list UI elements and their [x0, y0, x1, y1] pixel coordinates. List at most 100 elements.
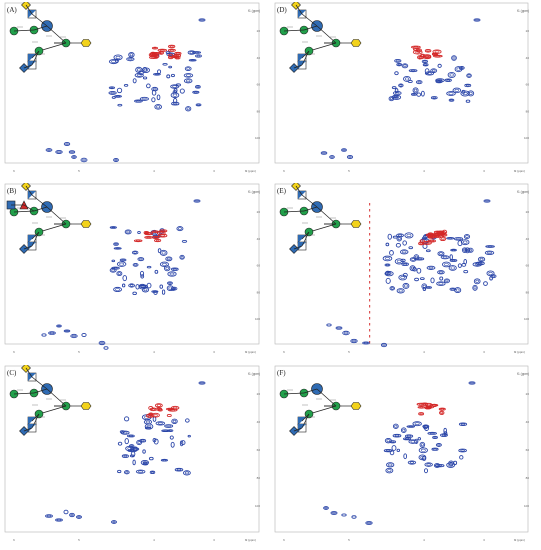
- positive-cross-peak: [448, 98, 455, 102]
- panel-label-e: (E): [277, 187, 286, 195]
- positive-cross-peak: [384, 437, 392, 444]
- positive-cross-peak: [173, 97, 178, 104]
- positive-cross-peak: [402, 240, 407, 246]
- anomeric-cross-peak: [56, 324, 62, 328]
- y-tick-label: 20: [526, 210, 530, 214]
- x-tick-label: 6: [13, 538, 15, 542]
- y-tick-label: 80: [257, 109, 261, 113]
- positive-cross-peak: [138, 70, 144, 76]
- f2-axis-label: f2 (ppm): [514, 538, 525, 542]
- positive-cross-peak: [121, 283, 126, 288]
- positive-cross-peak: [170, 73, 175, 78]
- x-tick-label: 5: [348, 538, 350, 542]
- anomeric-cross-peak: [45, 514, 53, 518]
- artifact-stripe-dash: [369, 209, 371, 212]
- positive-cross-peak: [458, 422, 468, 426]
- positive-cross-peak: [382, 255, 393, 262]
- positive-cross-peak: [447, 71, 456, 78]
- positive-cross-peak: [136, 439, 143, 446]
- positive-cross-peak: [410, 92, 417, 96]
- positive-cross-peak: [185, 418, 190, 423]
- artifact-stripe-dash: [369, 263, 371, 266]
- positive-cross-peak: [108, 59, 119, 65]
- positive-cross-peak: [464, 247, 471, 254]
- positive-cross-peak: [414, 257, 425, 261]
- glycan-structure: [9, 365, 92, 436]
- positive-cross-peak: [401, 262, 409, 266]
- anomeric-cross-peak: [350, 338, 358, 344]
- artifact-stripe-dash: [369, 287, 371, 290]
- positive-cross-peak: [146, 265, 152, 269]
- plot-frame: [274, 183, 529, 345]
- positive-cross-peak: [179, 254, 185, 260]
- positive-cross-peak: [166, 74, 171, 79]
- y-tick-label: 40: [526, 420, 530, 424]
- negative-cross-peak: [418, 412, 425, 416]
- anomeric-cross-peak: [346, 155, 354, 159]
- negative-cross-peak: [424, 406, 432, 410]
- positive-cross-peak: [443, 431, 448, 436]
- positive-cross-peak: [424, 68, 430, 75]
- positive-cross-peak: [392, 423, 399, 429]
- positive-cross-peak: [184, 66, 192, 72]
- positive-cross-peak: [195, 103, 202, 107]
- glycan-structure: [6, 183, 92, 254]
- positive-cross-peak: [391, 86, 397, 90]
- x-tick-label: 6: [283, 538, 285, 542]
- positive-cross-peak: [459, 455, 464, 460]
- anomeric-cross-peak: [113, 157, 119, 163]
- positive-cross-peak: [123, 83, 129, 87]
- y-tick-label: 40: [257, 56, 261, 60]
- positive-cross-peak: [432, 435, 438, 440]
- positive-cross-peak: [463, 269, 469, 274]
- positive-cross-peak: [183, 73, 194, 78]
- positive-cross-peak: [453, 237, 464, 241]
- positive-cross-peak: [416, 92, 422, 97]
- positive-cross-peak: [419, 277, 425, 281]
- positive-cross-peak: [389, 440, 397, 444]
- x-tick-label: 6: [283, 350, 285, 354]
- positive-cross-peak: [113, 54, 123, 61]
- x-tick-label: 3: [213, 169, 215, 173]
- x-tick-label: 4: [153, 538, 155, 542]
- positive-cross-peak: [484, 250, 495, 256]
- positive-cross-peak: [121, 454, 129, 458]
- positive-cross-peak: [446, 462, 456, 468]
- negative-cross-peak: [148, 405, 154, 410]
- f2-axis-label: f2 (ppm): [514, 350, 525, 354]
- negative-cross-peak: [432, 54, 443, 58]
- positive-cross-peak: [116, 87, 123, 94]
- glycan-structure: [9, 2, 92, 73]
- positive-cross-peak: [130, 451, 136, 457]
- positive-cross-peak: [154, 104, 162, 110]
- positive-cross-peak: [198, 381, 206, 385]
- panel-c: f1 (ppm) 20 40 60 80 100 6 5 4 3 f2 (ppm) (C): [4, 365, 270, 545]
- y-tick-label: 20: [526, 392, 530, 396]
- anomeric-cross-peak: [63, 509, 69, 515]
- positive-cross-peak: [446, 236, 455, 240]
- x-tick-label: 3: [483, 538, 485, 542]
- artifact-stripe-dash: [369, 215, 371, 218]
- plot-frame: [4, 365, 260, 533]
- negative-cross-peak: [157, 408, 163, 412]
- positive-cross-peak: [386, 462, 395, 468]
- positive-cross-peak: [430, 277, 435, 284]
- positive-cross-peak: [109, 267, 117, 273]
- positive-cross-peak: [108, 90, 117, 95]
- positive-cross-peak: [167, 429, 174, 432]
- f1-axis-label: f1 (ppm): [248, 9, 260, 13]
- positive-cross-peak: [398, 83, 404, 88]
- anomeric-cross-peak: [48, 331, 56, 335]
- hsqc-spectrum: f1 (ppm) 20 40 60 80 100 6 5 4 3 f2 (ppm): [274, 183, 530, 354]
- x-tick-label: 6: [283, 169, 285, 173]
- positive-cross-peak: [483, 281, 488, 286]
- positive-cross-peak: [161, 289, 166, 295]
- positive-cross-peak: [396, 448, 401, 453]
- positive-cross-peak: [156, 94, 161, 101]
- y-tick-label: 80: [526, 109, 530, 113]
- positive-cross-peak: [188, 59, 197, 62]
- positive-cross-peak: [116, 271, 123, 277]
- positive-cross-peak: [414, 277, 419, 282]
- positive-cross-peak: [113, 242, 119, 246]
- asn-hexagon: [80, 402, 92, 410]
